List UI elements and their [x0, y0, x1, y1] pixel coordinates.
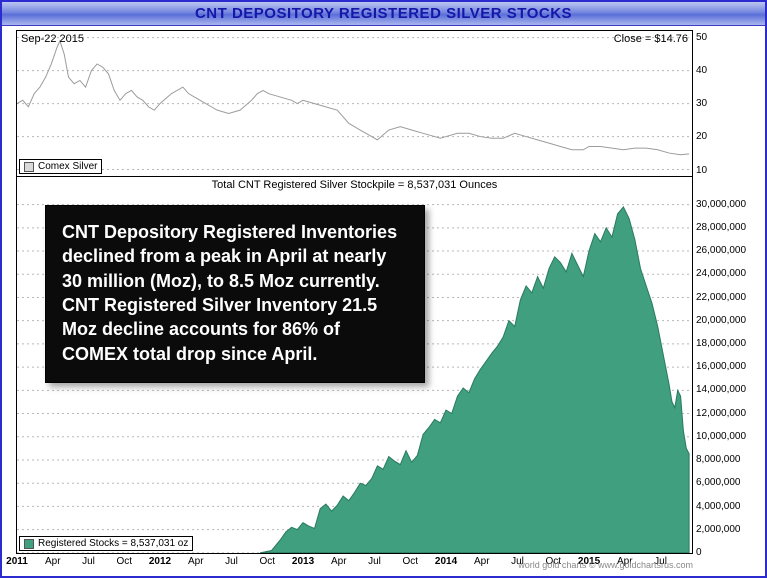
chart-title: CNT DEPOSITORY REGISTERED SILVER STOCKS [195, 5, 572, 22]
bottom-panel: Total CNT Registered Silver Stockpile = … [17, 177, 692, 553]
x-tick: Apr [45, 556, 61, 567]
bottom-ytick: 28,000,000 [696, 222, 756, 233]
x-tick: Oct [116, 556, 132, 567]
x-tick: 2013 [292, 556, 314, 567]
bottom-ytick: 30,000,000 [696, 199, 756, 210]
x-tick: Oct [402, 556, 418, 567]
top-legend-swatch [24, 162, 34, 172]
date-label: Sep-22 2015 [21, 33, 84, 45]
x-tick: Jul [225, 556, 238, 567]
top-ytick: 50 [696, 32, 756, 43]
footer-credit: world gold charts © www.goldchartsrus.co… [518, 560, 693, 570]
plot-area: Sep-22 2015 Close = $14.76 Comex Silver … [16, 30, 693, 554]
x-tick: Apr [331, 556, 347, 567]
overlay-annotation: CNT Depository Registered Inventories de… [45, 205, 425, 383]
top-legend-label: Comex Silver [38, 161, 97, 172]
bottom-ytick: 8,000,000 [696, 454, 756, 465]
bottom-ytick: 24,000,000 [696, 268, 756, 279]
bottom-legend-swatch [24, 539, 34, 549]
bottom-ytick: 12,000,000 [696, 408, 756, 419]
bottom-ytick: 6,000,000 [696, 477, 756, 488]
overlay-text: CNT Depository Registered Inventories de… [62, 222, 397, 363]
x-tick: Apr [188, 556, 204, 567]
bottom-ytick: 22,000,000 [696, 292, 756, 303]
top-ytick: 40 [696, 65, 756, 76]
bottom-ytick: 16,000,000 [696, 361, 756, 372]
top-chart-svg [17, 31, 692, 176]
bottom-legend: Registered Stocks = 8,537,031 oz [19, 536, 193, 551]
top-ytick: 20 [696, 131, 756, 142]
bottom-ytick: 26,000,000 [696, 245, 756, 256]
top-ytick: 10 [696, 165, 756, 176]
x-tick: Apr [474, 556, 490, 567]
x-tick: Jul [368, 556, 381, 567]
bottom-ytick: 4,000,000 [696, 501, 756, 512]
top-ytick: 30 [696, 98, 756, 109]
bottom-legend-label: Registered Stocks = 8,537,031 oz [38, 538, 188, 549]
x-tick: 2014 [435, 556, 457, 567]
title-bar: CNT DEPOSITORY REGISTERED SILVER STOCKS [2, 2, 765, 26]
top-legend: Comex Silver [19, 159, 102, 174]
x-tick: Jul [82, 556, 95, 567]
bottom-ytick: 0 [696, 547, 756, 558]
x-tick: 2012 [149, 556, 171, 567]
chart-frame: CNT DEPOSITORY REGISTERED SILVER STOCKS … [0, 0, 767, 578]
bottom-ytick: 2,000,000 [696, 524, 756, 535]
bottom-ytick: 18,000,000 [696, 338, 756, 349]
x-tick: Oct [259, 556, 275, 567]
bottom-subtitle: Total CNT Registered Silver Stockpile = … [17, 177, 692, 191]
bottom-ytick: 14,000,000 [696, 384, 756, 395]
close-label: Close = $14.76 [614, 33, 688, 45]
top-panel: Sep-22 2015 Close = $14.76 Comex Silver … [17, 31, 692, 177]
bottom-ytick: 20,000,000 [696, 315, 756, 326]
chart-outer: Sep-22 2015 Close = $14.76 Comex Silver … [6, 28, 761, 572]
bottom-ytick: 10,000,000 [696, 431, 756, 442]
x-tick: 2011 [6, 556, 28, 567]
